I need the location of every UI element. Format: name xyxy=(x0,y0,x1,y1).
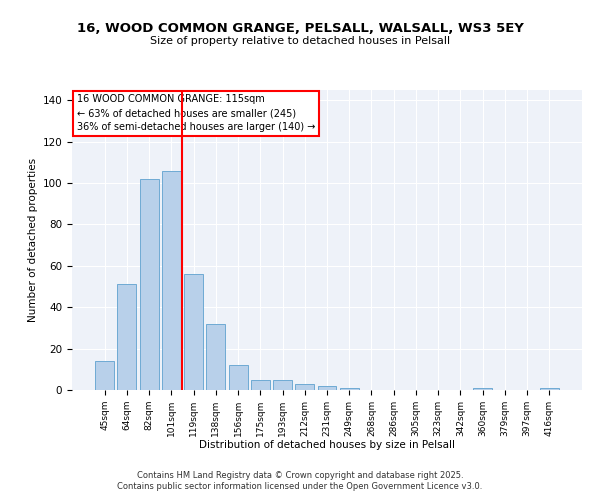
Bar xyxy=(295,384,314,390)
Bar xyxy=(140,179,158,390)
Bar xyxy=(229,365,248,390)
Text: Size of property relative to detached houses in Pelsall: Size of property relative to detached ho… xyxy=(150,36,450,46)
Text: Contains public sector information licensed under the Open Government Licence v3: Contains public sector information licen… xyxy=(118,482,482,491)
Bar xyxy=(340,388,359,390)
X-axis label: Distribution of detached houses by size in Pelsall: Distribution of detached houses by size … xyxy=(199,440,455,450)
Bar xyxy=(473,388,492,390)
Bar xyxy=(251,380,270,390)
Bar xyxy=(118,284,136,390)
Text: 16, WOOD COMMON GRANGE, PELSALL, WALSALL, WS3 5EY: 16, WOOD COMMON GRANGE, PELSALL, WALSALL… xyxy=(77,22,523,36)
Bar xyxy=(317,386,337,390)
Text: Contains HM Land Registry data © Crown copyright and database right 2025.: Contains HM Land Registry data © Crown c… xyxy=(137,470,463,480)
Bar xyxy=(184,274,203,390)
Y-axis label: Number of detached properties: Number of detached properties xyxy=(28,158,38,322)
Bar xyxy=(540,388,559,390)
Bar xyxy=(162,170,181,390)
Bar xyxy=(206,324,225,390)
Bar xyxy=(95,361,114,390)
Text: 16 WOOD COMMON GRANGE: 115sqm
← 63% of detached houses are smaller (245)
36% of : 16 WOOD COMMON GRANGE: 115sqm ← 63% of d… xyxy=(77,94,316,132)
Bar xyxy=(273,380,292,390)
